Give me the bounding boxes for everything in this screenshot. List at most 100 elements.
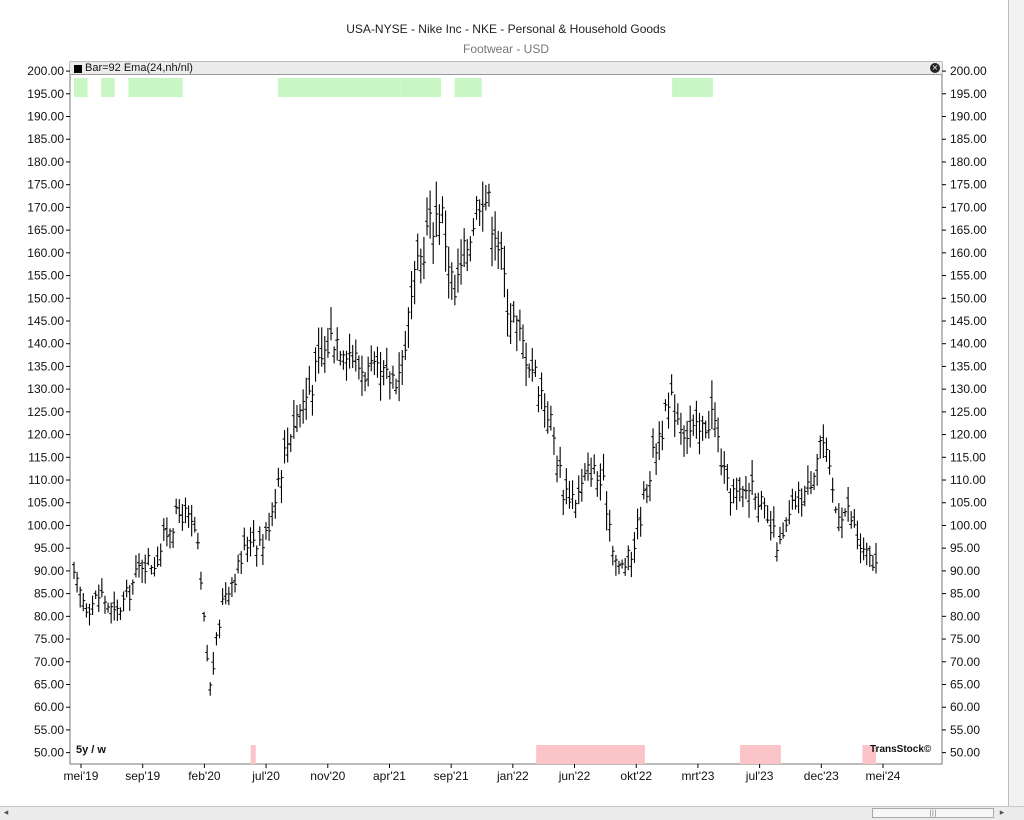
y-tick-label-left: 180.00: [27, 155, 64, 169]
y-tick-label-left: 50.00: [34, 746, 64, 760]
y-tick-label-right: 135.00: [950, 359, 987, 373]
y-tick-label-left: 160.00: [27, 246, 64, 260]
y-tick-label-right: 155.00: [950, 269, 987, 283]
y-tick-label-left: 85.00: [34, 587, 64, 601]
y-tick-label-right: 90.00: [950, 564, 980, 578]
signal-bands: [74, 78, 876, 764]
y-tick-label-right: 55.00: [950, 723, 980, 737]
y-tick-label-left: 125.00: [27, 405, 64, 419]
y-tick-label-right: 60.00: [950, 700, 980, 714]
y-tick-label-left: 140.00: [27, 337, 64, 351]
y-tick-label-right: 170.00: [950, 200, 987, 214]
y-tick-label-right: 160.00: [950, 246, 987, 260]
y-tick-label-right: 80.00: [950, 609, 980, 623]
x-axis: mei'19 sep'19 feb'20 jul'20 nov'20 apr'21 sep'…: [64, 764, 901, 783]
y-tick-label-left: 90.00: [34, 564, 64, 578]
bull-signal-band: [373, 78, 387, 97]
y-tick-label-right: 190.00: [950, 110, 987, 124]
x-tick-label: apr'21: [373, 769, 406, 783]
y-tick-label-left: 80.00: [34, 609, 64, 623]
scroll-thumb[interactable]: |||: [872, 808, 994, 818]
x-tick-label: jul'20: [251, 769, 280, 783]
bull-signal-band: [454, 78, 482, 97]
x-tick-label: jan'22: [496, 769, 529, 783]
bull-signal-band: [101, 78, 115, 97]
y-tick-label-left: 130.00: [27, 382, 64, 396]
x-tick-label: jul'23: [745, 769, 774, 783]
bear-signal-band: [536, 745, 645, 764]
ohlc-bars: [72, 181, 878, 696]
y-tick-label-right: 165.00: [950, 223, 987, 237]
y-tick-label-right: 105.00: [950, 496, 987, 510]
y-tick-label-right: 125.00: [950, 405, 987, 419]
close-icon[interactable]: ×: [930, 63, 940, 73]
x-tick-label: sep'21: [434, 769, 469, 783]
indicator-header: Bar=92 Ema(24,nh/nl) ×: [70, 62, 942, 75]
y-tick-label-left: 75.00: [34, 632, 64, 646]
y-tick-label-right: 145.00: [950, 314, 987, 328]
side-panel: [1009, 0, 1024, 806]
y-tick-label-left: 100.00: [27, 518, 64, 532]
y-tick-label-right: 185.00: [950, 132, 987, 146]
y-tick-label-left: 195.00: [27, 87, 64, 101]
chart-title: USA-NYSE - Nike Inc - NKE - Personal & H…: [346, 22, 666, 36]
horizontal-scrollbar[interactable]: ◂ ||| ▸: [0, 806, 1024, 820]
y-tick-label-left: 170.00: [27, 200, 64, 214]
y-tick-label-right: 195.00: [950, 87, 987, 101]
y-tick-label-right: 50.00: [950, 746, 980, 760]
y-tick-label-right: 70.00: [950, 655, 980, 669]
y-tick-label-right: 150.00: [950, 291, 987, 305]
y-tick-label-left: 135.00: [27, 359, 64, 373]
bear-signal-band: [862, 745, 876, 764]
scroll-right-icon[interactable]: ▸: [999, 808, 1005, 818]
y-tick-label-left: 155.00: [27, 269, 64, 283]
series-swatch: [74, 65, 82, 73]
bull-signal-band: [400, 78, 442, 97]
y-tick-label-left: 55.00: [34, 723, 64, 737]
x-tick-label: okt'22: [620, 769, 652, 783]
y-tick-label-left: 110.00: [28, 473, 64, 487]
x-tick-label: jun'22: [558, 769, 591, 783]
indicator-label: Bar=92 Ema(24,nh/nl): [85, 62, 193, 74]
scroll-left-icon[interactable]: ◂: [3, 808, 9, 818]
x-tick-label: sep'19: [125, 769, 160, 783]
x-tick-label: mei'24: [866, 769, 901, 783]
bear-signal-band: [250, 745, 256, 764]
y-tick-label-left: 120.00: [27, 428, 64, 442]
x-tick-label: mrt'23: [681, 769, 714, 783]
y-axis: 200.00 200.00 195.00 195.00 190.00 190.00 185.…: [27, 64, 987, 760]
y-tick-label-right: 200.00: [950, 64, 987, 78]
plot-frame: [69, 61, 943, 765]
window-border: [1008, 0, 1009, 806]
bear-signal-band: [740, 745, 781, 764]
y-tick-label-left: 145.00: [27, 314, 64, 328]
x-tick-label: dec'23: [804, 769, 839, 783]
bull-signal-band: [128, 78, 183, 97]
bull-signal-band: [277, 78, 374, 97]
x-tick-label: nov'20: [310, 769, 345, 783]
y-tick-label-left: 200.00: [27, 64, 64, 78]
chart-subtitle: Footwear - USD: [462, 42, 550, 56]
y-tick-label-right: 130.00: [950, 382, 987, 396]
y-tick-label-left: 115.00: [28, 450, 64, 464]
y-tick-label-left: 95.00: [34, 541, 64, 555]
y-tick-label-left: 65.00: [34, 677, 64, 691]
y-tick-label-right: 65.00: [950, 677, 980, 691]
bull-signal-band: [74, 78, 88, 97]
y-tick-label-left: 185.00: [27, 132, 64, 146]
y-tick-label-left: 165.00: [27, 223, 64, 237]
y-tick-label-left: 70.00: [34, 655, 64, 669]
y-tick-label-right: 175.00: [950, 178, 987, 192]
y-tick-label-right: 115.00: [950, 450, 986, 464]
bull-signal-band: [672, 78, 713, 97]
y-tick-label-right: 75.00: [950, 632, 980, 646]
y-tick-label-left: 105.00: [27, 496, 64, 510]
y-tick-label-right: 100.00: [950, 518, 987, 532]
y-tick-label-right: 110.00: [950, 473, 986, 487]
x-tick-label: feb'20: [188, 769, 221, 783]
y-tick-label-right: 95.00: [950, 541, 980, 555]
y-tick-label-left: 190.00: [27, 110, 64, 124]
y-tick-label-right: 85.00: [950, 587, 980, 601]
y-tick-label-right: 120.00: [950, 428, 987, 442]
